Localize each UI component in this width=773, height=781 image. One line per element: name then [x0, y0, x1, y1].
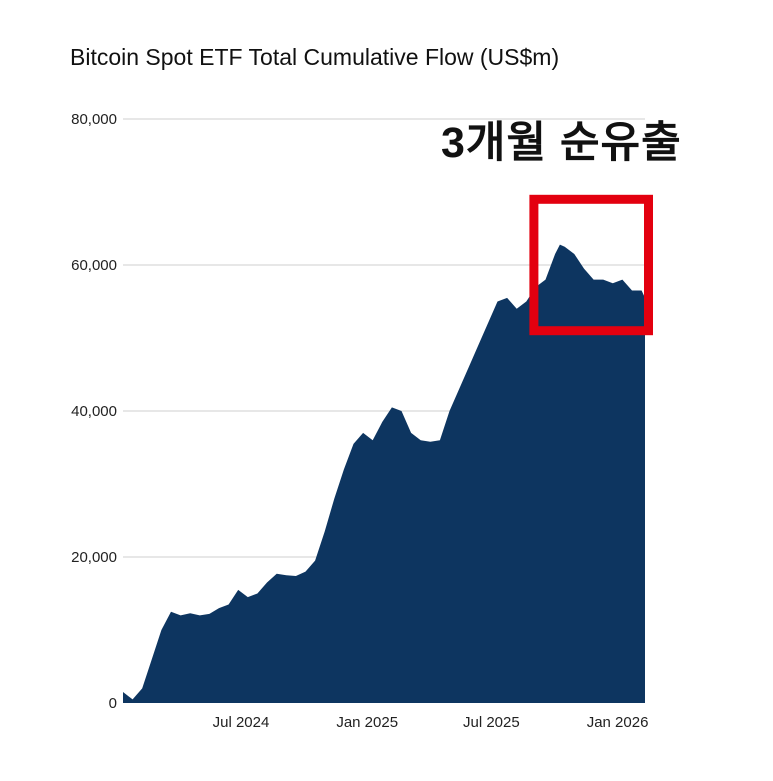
x-tick-label: Jan 2025 [336, 714, 398, 731]
y-tick-label: 0 [109, 695, 117, 712]
y-tick-label: 40,000 [71, 403, 117, 420]
y-tick-label: 20,000 [71, 549, 117, 566]
highlight-box [529, 194, 654, 336]
highlight-box-group [529, 194, 654, 336]
chart-title: Bitcoin Spot ETF Total Cumulative Flow (… [70, 44, 560, 70]
annotation-text: 3개월 순유출 [441, 119, 682, 167]
x-axis: Jul 2024 Jan 2025 Jul 2025 Jan 2026 [213, 714, 649, 731]
y-tick-label: 60,000 [71, 257, 117, 274]
x-tick-label: Jul 2024 [213, 714, 270, 731]
plot-area [123, 244, 645, 703]
y-axis: 0 20,000 40,000 60,000 80,000 [71, 111, 117, 712]
cumulative-flow-area [123, 244, 645, 703]
y-tick-label: 80,000 [71, 111, 117, 128]
x-tick-label: Jul 2025 [463, 714, 520, 731]
x-tick-label: Jan 2026 [587, 714, 649, 731]
